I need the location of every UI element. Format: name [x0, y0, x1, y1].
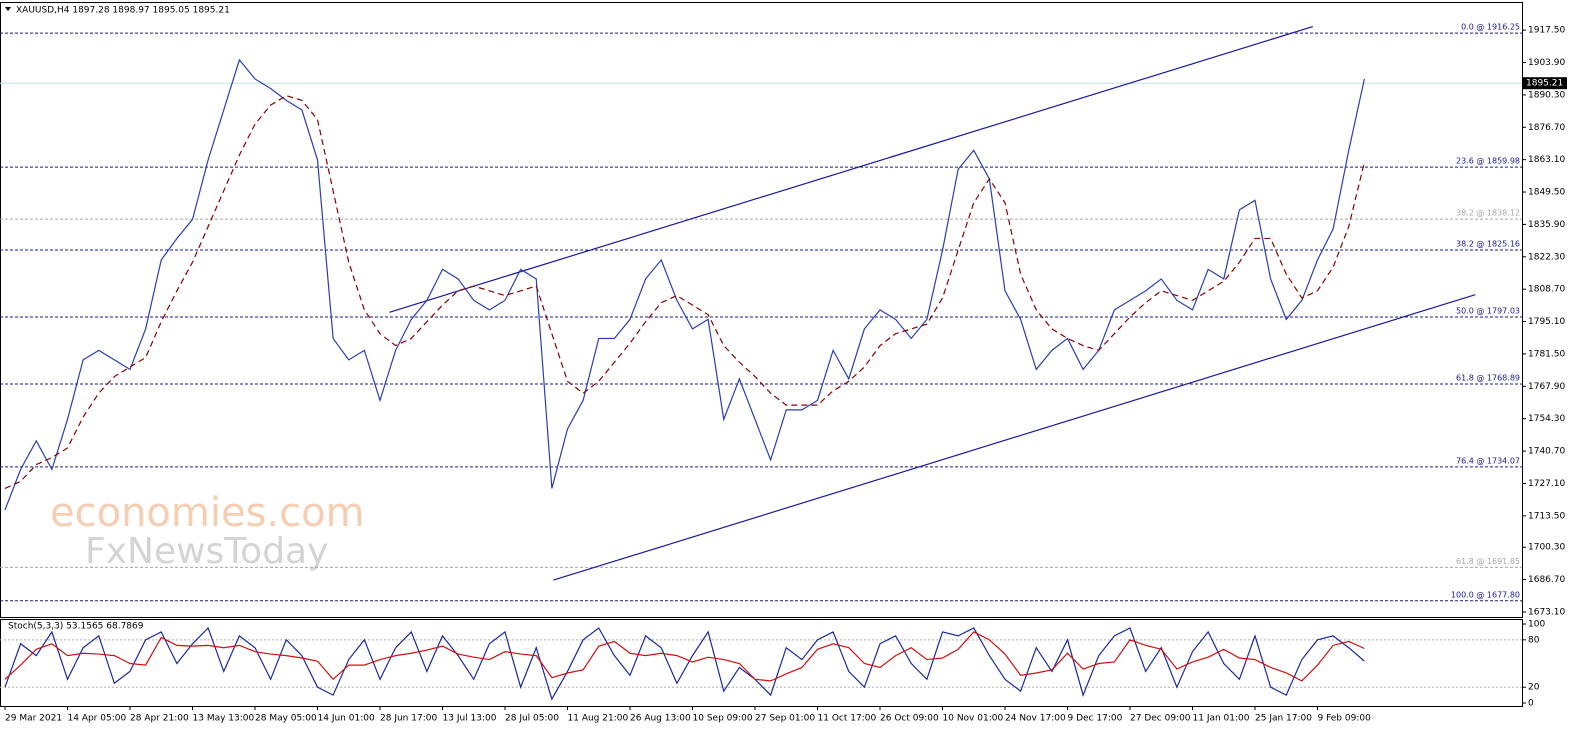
y-tick-label: 1917.50 [1528, 26, 1565, 36]
current-price-label: 1895.21 [1526, 79, 1563, 89]
x-tick-label: 9 Dec 17:00 [1068, 714, 1123, 724]
x-tick-label: 11 Jan 01:00 [1193, 714, 1250, 724]
y-tick-label: 1673.10 [1528, 608, 1565, 618]
x-tick-label: 24 Nov 17:00 [1005, 714, 1066, 724]
y-tick-label: 1781.50 [1528, 349, 1565, 359]
y-tick-label: 1740.70 [1528, 447, 1565, 457]
x-tick-label: 13 Jul 13:00 [443, 714, 497, 724]
y-tick-label: 1754.30 [1528, 414, 1565, 424]
fib-label: 0.0 @ 1916.25 [1461, 23, 1520, 32]
y-tick-label: 0 [1528, 698, 1534, 708]
watermark: economies.com [50, 490, 365, 536]
price-line [4, 58, 1365, 511]
y-tick-label: 20 [1528, 683, 1540, 693]
x-tick-label: 11 Aug 21:00 [568, 714, 629, 724]
x-tick-label: 28 Jun 17:00 [380, 714, 437, 724]
x-tick-label: 26 Oct 09:00 [880, 714, 939, 724]
x-tick-label: 29 Mar 2021 [5, 714, 62, 724]
x-tick-label: 14 Apr 05:00 [68, 714, 127, 724]
x-tick-label: 25 Jan 17:00 [1255, 714, 1312, 724]
menu-arrow [5, 7, 11, 11]
watermark: FxNewsToday [85, 531, 328, 572]
fib-label: 38.2 @ 1825.16 [1456, 239, 1520, 248]
fib-label: 23.6 @ 1859.98 [1456, 157, 1520, 166]
x-tick-label: 11 Oct 17:00 [818, 714, 877, 724]
x-tick-label: 10 Nov 01:00 [943, 714, 1004, 724]
fib-label: 61.8 @ 1768.89 [1456, 373, 1520, 382]
fib-label: 100.0 @ 1677.80 [1451, 590, 1520, 599]
main-frame [0, 2, 1523, 618]
trend-line [553, 294, 1476, 581]
stoch-title: Stoch(5,3,3) 53.1565 68.7869 [8, 622, 144, 632]
price-line [4, 626, 1365, 701]
x-tick-label: 28 Apr 21:00 [130, 714, 189, 724]
y-tick-label: 1767.90 [1528, 382, 1565, 392]
fib-label: 61.8 @ 1691.85 [1456, 557, 1520, 566]
y-tick-label: 1849.50 [1528, 188, 1565, 198]
y-tick-label: 1808.70 [1528, 285, 1565, 295]
price-line [4, 94, 1365, 489]
y-tick-label: 1727.10 [1528, 479, 1565, 489]
x-tick-label: 27 Sep 01:00 [755, 714, 815, 724]
y-tick-label: 1835.90 [1528, 220, 1565, 230]
price-box [1523, 77, 1567, 90]
x-tick-label: 10 Sep 09:00 [693, 714, 753, 724]
x-tick-label: 26 Aug 13:00 [630, 714, 691, 724]
y-tick-label: 100 [1528, 620, 1545, 630]
y-tick-label: 1700.30 [1528, 543, 1565, 553]
trend-line [389, 25, 1313, 313]
y-tick-label: 1713.50 [1528, 511, 1565, 521]
x-tick-label: 28 May 05:00 [255, 714, 317, 724]
fib-label: 50.0 @ 1797.03 [1456, 306, 1520, 315]
x-tick-label: 9 Feb 09:00 [1318, 714, 1372, 724]
x-tick-label: 27 Dec 09:00 [1130, 714, 1191, 724]
price-line [4, 631, 1365, 682]
y-tick-label: 1876.70 [1528, 123, 1565, 133]
fib-label: 76.4 @ 1734.07 [1456, 456, 1520, 465]
y-tick-label: 80 [1528, 635, 1540, 645]
stoch-frame [0, 619, 1523, 707]
y-tick-label: 1795.10 [1528, 317, 1565, 327]
y-tick-label: 1890.30 [1528, 90, 1565, 100]
x-tick-label: 14 Jun 01:00 [318, 714, 375, 724]
fib-label: 38.2 @ 1838.12 [1456, 209, 1520, 218]
x-tick-label: 13 May 13:00 [193, 714, 255, 724]
y-tick-label: 1822.30 [1528, 252, 1565, 262]
y-tick-label: 1903.90 [1528, 58, 1565, 68]
x-tick-label: 28 Jul 05:00 [505, 714, 559, 724]
y-tick-label: 1686.70 [1528, 575, 1565, 585]
y-tick-label: 1863.10 [1528, 155, 1565, 165]
chart-title: XAUUSD,H4 1897.28 1898.97 1895.05 1895.2… [16, 6, 230, 16]
